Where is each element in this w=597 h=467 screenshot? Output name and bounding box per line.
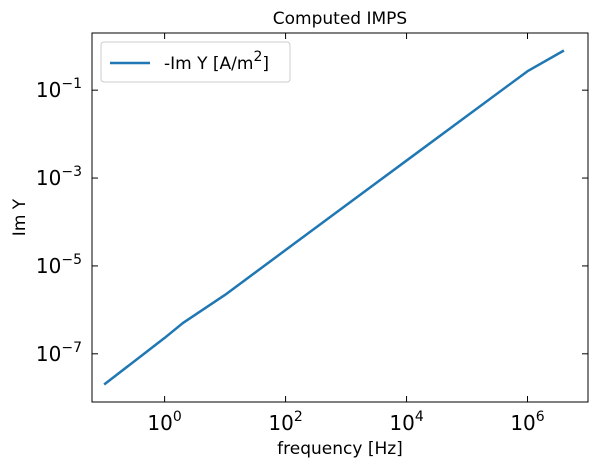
x-tick-label-exp: 2	[294, 409, 303, 425]
legend-box	[100, 41, 291, 83]
x-axis-label: frequency [Hz]	[277, 439, 403, 459]
plot-layer	[103, 49, 565, 386]
x-tick-label: 102	[268, 409, 302, 435]
x-tick-label-base: 10	[510, 411, 535, 435]
y-tick-label-base: 10	[36, 342, 61, 366]
y-tick-label: 10−1	[36, 76, 82, 102]
y-tick-label-base: 10	[36, 78, 61, 102]
y-tick-label-base: 10	[36, 254, 61, 278]
plot-area-frame	[91, 32, 589, 403]
x-tick-label-base: 10	[268, 411, 293, 435]
x-tick-label: 104	[389, 409, 423, 435]
x-tick-label-base: 10	[389, 411, 414, 435]
x-tick-label-exp: 6	[536, 409, 545, 425]
x-tick-label: 100	[147, 409, 181, 435]
x-tick-label: 106	[510, 409, 544, 435]
y-tick-label: 10−7	[36, 340, 82, 366]
y-tick-label-exp: −7	[61, 340, 82, 356]
legend-label-main: -Im Y [A/m	[164, 54, 253, 74]
y-tick-label: 10−5	[36, 252, 82, 278]
series-line	[103, 49, 565, 386]
y-tick-label-exp: −5	[61, 252, 82, 268]
legend: -Im Y [A/m2]	[100, 41, 291, 83]
x-tick-label-exp: 4	[415, 409, 424, 425]
y-tick-label-exp: −3	[61, 164, 82, 180]
y-tick-label-exp: −1	[61, 76, 82, 92]
legend-label-close: ]	[262, 54, 269, 74]
legend-label: -Im Y [A/m2]	[164, 49, 269, 74]
y-tick-label-base: 10	[36, 166, 61, 190]
y-axis-label: Im Y	[10, 198, 30, 236]
x-tick-label-base: 10	[147, 411, 172, 435]
chart-title: Computed IMPS	[273, 9, 407, 29]
legend-label-sup: 2	[253, 49, 262, 65]
x-tick-label-exp: 0	[173, 409, 182, 425]
y-tick-label: 10−3	[36, 164, 82, 190]
